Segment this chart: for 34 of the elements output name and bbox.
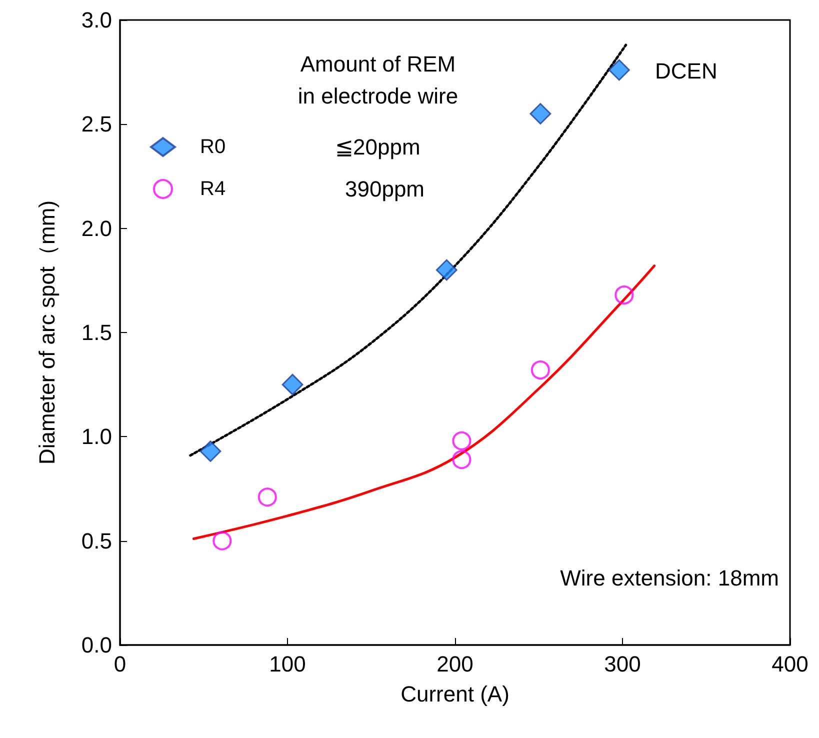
legend-label: R0 xyxy=(200,136,226,158)
y-tick-label: 0.0 xyxy=(81,632,112,658)
line-series xyxy=(189,44,628,457)
annotation: DCEN xyxy=(655,58,718,84)
point xyxy=(436,259,458,281)
point xyxy=(212,531,232,550)
x-tick-label: 400 xyxy=(772,652,808,676)
x-tick-label: 200 xyxy=(436,652,474,676)
x-tick-label: 0 xyxy=(114,652,126,676)
x-axis-title: Current (A) xyxy=(400,682,510,706)
point xyxy=(530,103,552,124)
point xyxy=(282,374,304,396)
point xyxy=(614,286,634,304)
y-axis-title: Diameter of arc spot（mm) xyxy=(34,200,60,465)
y-tick-label: 0.5 xyxy=(81,528,112,554)
point xyxy=(608,59,630,81)
point xyxy=(200,440,222,462)
annotation: 390ppm xyxy=(345,176,425,202)
y-tick-label: 2.5 xyxy=(81,112,112,137)
y-tick-label: 1.5 xyxy=(81,320,112,345)
line-series xyxy=(192,264,656,540)
y-tick-label: 1.0 xyxy=(81,424,112,450)
x-tick-label: 100 xyxy=(269,652,306,676)
y-tick-label: 3.0 xyxy=(81,8,112,32)
annotation: Wire extension: 18mm xyxy=(560,566,780,590)
point xyxy=(452,431,472,450)
point xyxy=(258,488,277,507)
point xyxy=(452,450,472,470)
legend-title: Amount of REM in electrode wire xyxy=(298,52,458,108)
x-tick-label: 300 xyxy=(604,652,641,676)
legend-label: R4 xyxy=(200,178,226,200)
point xyxy=(530,360,550,380)
annotation: ≦20ppm xyxy=(335,134,420,160)
y-tick-label: 2.0 xyxy=(81,216,112,241)
